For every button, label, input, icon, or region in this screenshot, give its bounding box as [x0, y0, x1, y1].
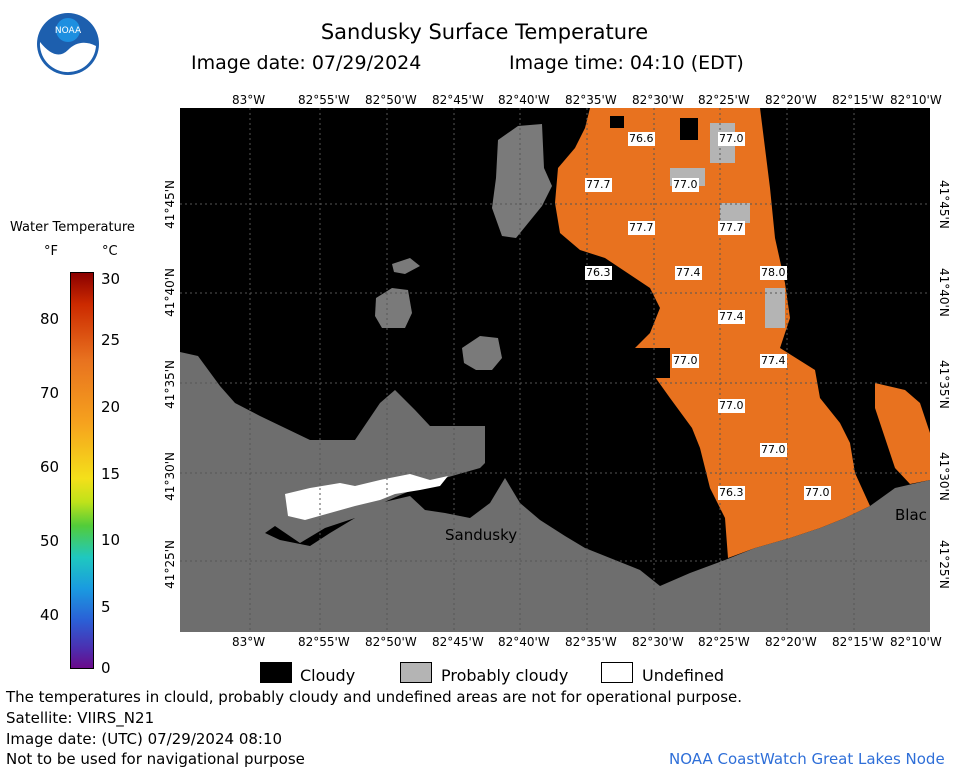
longitude-tick-label: 82°40'W [498, 93, 550, 107]
place-sandusky: Sandusky [445, 526, 518, 544]
latitude-tick-label: 41°25'N [163, 540, 177, 589]
longitude-tick-label: 82°55'W [298, 635, 350, 649]
latitude-tick-label: 41°45'N [937, 180, 951, 229]
temperature-label: 77.0 [760, 443, 787, 457]
longitude-tick-label: 82°50'W [365, 635, 417, 649]
temperature-label: 77.0 [672, 354, 699, 368]
colorbar-f-tick: 80 [40, 310, 60, 328]
longitude-tick-label: 82°15'W [832, 93, 884, 107]
image-date: Image date: 07/29/2024 [191, 52, 422, 74]
latitude-tick-label: 41°30'N [937, 452, 951, 501]
temperature-label: 77.0 [718, 399, 745, 413]
temperature-label: 76.3 [585, 266, 612, 280]
island-west [375, 288, 412, 328]
place-blac: Blac [895, 506, 927, 524]
legend-undefined-swatch [601, 662, 633, 683]
footer-satellite: Satellite: VIIRS_N21 [6, 709, 155, 727]
island-small [392, 258, 420, 274]
footer-note: The temperatures in clould, probably clo… [6, 688, 743, 706]
longitude-tick-label: 82°20'W [765, 93, 817, 107]
longitude-tick-label: 82°40'W [498, 635, 550, 649]
logo-text: NOAA [55, 26, 82, 36]
longitude-tick-label: 82°35'W [565, 93, 617, 107]
latitude-tick-label: 41°40'N [937, 268, 951, 317]
temperature-label: 77.4 [760, 354, 787, 368]
longitude-tick-label: 82°25'W [698, 635, 750, 649]
latitude-tick-label: 41°35'N [163, 360, 177, 409]
colorbar-c-tick: 15 [101, 465, 121, 483]
temperature-label: 77.0 [672, 178, 699, 192]
colorbar-c-tick: 5 [101, 598, 111, 616]
longitude-tick-label: 82°55'W [298, 93, 350, 107]
cloud-gap [680, 118, 698, 140]
colorbar-unit-f: °F [44, 244, 58, 259]
temperature-label: 77.4 [675, 266, 702, 280]
longitude-tick-label: 82°35'W [565, 635, 617, 649]
longitude-tick-label: 82°10'W [890, 635, 942, 649]
latitude-tick-label: 41°40'N [163, 268, 177, 317]
temperature-label: 77.7 [585, 178, 612, 192]
temperature-label: 77.0 [804, 486, 831, 500]
longitude-tick-label: 82°15'W [832, 635, 884, 649]
probably-cloudy-area [720, 203, 750, 223]
colorbar-f-tick: 40 [40, 606, 60, 624]
graticule [180, 108, 930, 632]
warm-water [555, 108, 870, 558]
page-title: Sandusky Surface Temperature [320, 20, 649, 44]
colorbar-c-tick: 0 [101, 659, 111, 677]
longitude-tick-label: 83°W [232, 93, 266, 107]
legend-cloudy-label: Cloudy [300, 666, 356, 685]
legend-probably-cloudy-swatch [400, 662, 432, 683]
latitude-tick-label: 41°45'N [163, 180, 177, 229]
temperature-label: 77.0 [718, 132, 745, 146]
cloud-gap [635, 348, 670, 378]
temperature-label: 76.3 [718, 486, 745, 500]
temperature-label: 77.4 [718, 310, 745, 324]
warm-water-east [875, 383, 930, 484]
latitude-tick-label: 41°35'N [937, 360, 951, 409]
longitude-tick-label: 83°W [232, 635, 266, 649]
undefined-area [285, 474, 448, 520]
temperature-label: 77.7 [718, 221, 745, 235]
temperature-label: 76.6 [628, 132, 655, 146]
colorbar [70, 272, 94, 669]
colorbar-unit-c: °C [102, 244, 118, 259]
colorbar-c-tick: 20 [101, 398, 121, 416]
colorbar-c-tick: 30 [101, 270, 121, 288]
colorbar-f-tick: 60 [40, 458, 60, 476]
colorbar-c-tick: 25 [101, 331, 121, 349]
latitude-tick-label: 41°30'N [163, 452, 177, 501]
temperature-label: 78.0 [760, 266, 787, 280]
image-time: Image time: 04:10 (EDT) [509, 52, 744, 74]
map-svg [180, 108, 930, 632]
longitude-tick-label: 82°25'W [698, 93, 750, 107]
longitude-tick-label: 82°30'W [632, 93, 684, 107]
land-south [180, 352, 930, 632]
colorbar-f-tick: 50 [40, 532, 60, 550]
longitude-tick-label: 82°10'W [890, 93, 942, 107]
longitude-tick-label: 82°30'W [632, 635, 684, 649]
legend-probably-cloudy-label: Probably cloudy [441, 666, 569, 685]
longitude-tick-label: 82°20'W [765, 635, 817, 649]
map-frame [180, 108, 930, 632]
noaa-logo: NOAA [36, 12, 100, 76]
footer-utc-date: Image date: (UTC) 07/29/2024 08:10 [6, 730, 283, 748]
probably-cloudy-area [765, 288, 785, 328]
longitude-tick-label: 82°50'W [365, 93, 417, 107]
colorbar-c-tick: 10 [101, 531, 121, 549]
legend-undefined-label: Undefined [642, 666, 725, 685]
island-north [492, 124, 552, 238]
latitude-tick-label: 41°25'N [937, 540, 951, 589]
longitude-tick-label: 82°45'W [432, 93, 484, 107]
island-mid [462, 336, 502, 370]
legend-cloudy-swatch [260, 662, 292, 683]
cloud-gap [610, 116, 624, 128]
colorbar-f-tick: 70 [40, 384, 60, 402]
footer-nav-warning: Not to be used for navigational purpose [6, 750, 305, 768]
footer-credit: NOAA CoastWatch Great Lakes Node [669, 750, 945, 768]
temperature-label: 77.7 [628, 221, 655, 235]
longitude-tick-label: 82°45'W [432, 635, 484, 649]
colorbar-title: Water Temperature [10, 220, 135, 235]
